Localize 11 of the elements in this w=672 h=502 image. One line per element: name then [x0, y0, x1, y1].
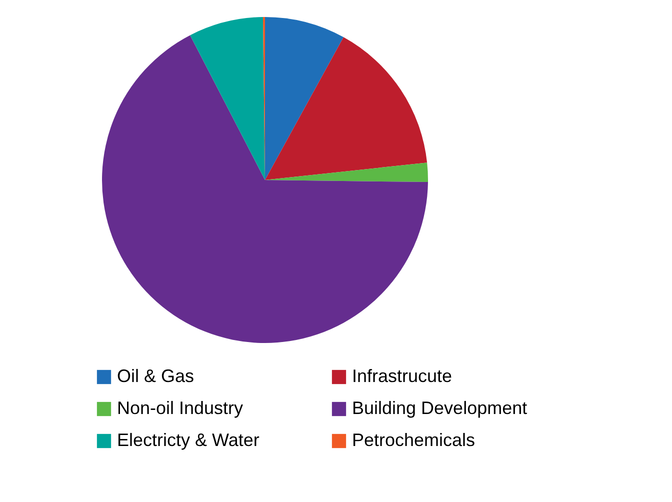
legend-label: Electricty & Water — [117, 430, 260, 450]
legend-label: Building Development — [352, 398, 528, 418]
pie-slice — [265, 37, 428, 180]
pie-slice — [190, 17, 265, 180]
legend-label: Non-oil Industry — [117, 398, 244, 418]
pie-slice — [265, 17, 344, 180]
pie-slice — [102, 35, 428, 343]
legend-label: Petrochemicals — [352, 430, 476, 450]
legend-label: Oil & Gas — [117, 366, 194, 386]
pie-slice — [265, 162, 428, 182]
legend-label: Infrastrucute — [352, 366, 452, 386]
